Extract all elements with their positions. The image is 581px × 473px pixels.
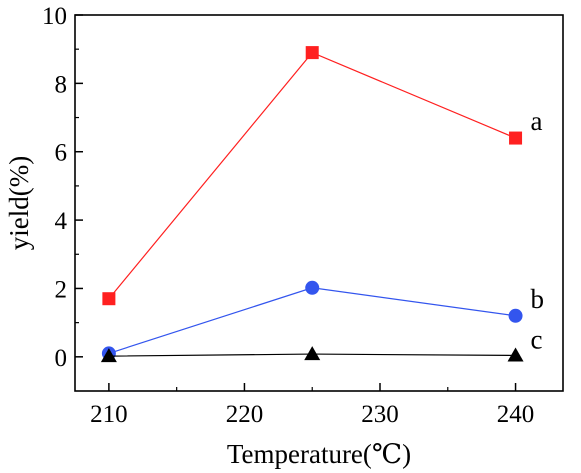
- labels-layer: 0 2 4 6 8 10 210 220 230 240 a bc: [42, 3, 544, 428]
- series-label-a: a: [531, 106, 543, 136]
- data-point-c: [304, 346, 321, 361]
- series-layer: [100, 46, 524, 363]
- x-tick-label: 210: [90, 401, 128, 428]
- y-tick-label: 0: [55, 345, 68, 372]
- y-tick-label: 8: [55, 71, 68, 98]
- series-line-b: [108, 287, 516, 354]
- y-tick-label: 6: [55, 140, 68, 167]
- series-label-b: b: [531, 284, 545, 314]
- ticks-layer: [75, 14, 517, 391]
- data-point-c: [100, 348, 117, 363]
- series-line-a: [108, 51, 516, 300]
- x-tick-label: 220: [226, 401, 264, 428]
- data-point-a: [305, 46, 319, 60]
- y-tick-label: 10: [42, 3, 67, 30]
- x-tick-label: 240: [497, 401, 535, 428]
- x-axis-title: Temperature(℃): [227, 439, 411, 469]
- y-tick-label: 2: [55, 276, 68, 303]
- y-tick-label: 4: [55, 208, 68, 235]
- y-axis-title: yield(%): [4, 156, 34, 250]
- data-point-a: [509, 131, 523, 145]
- data-point-b: [508, 308, 523, 323]
- data-point-a: [102, 292, 116, 306]
- data-point-b: [305, 280, 320, 295]
- plot-frame: [74, 14, 564, 392]
- x-tick-label: 230: [361, 401, 399, 428]
- series-label-c: c: [531, 324, 543, 354]
- data-point-c: [507, 347, 524, 362]
